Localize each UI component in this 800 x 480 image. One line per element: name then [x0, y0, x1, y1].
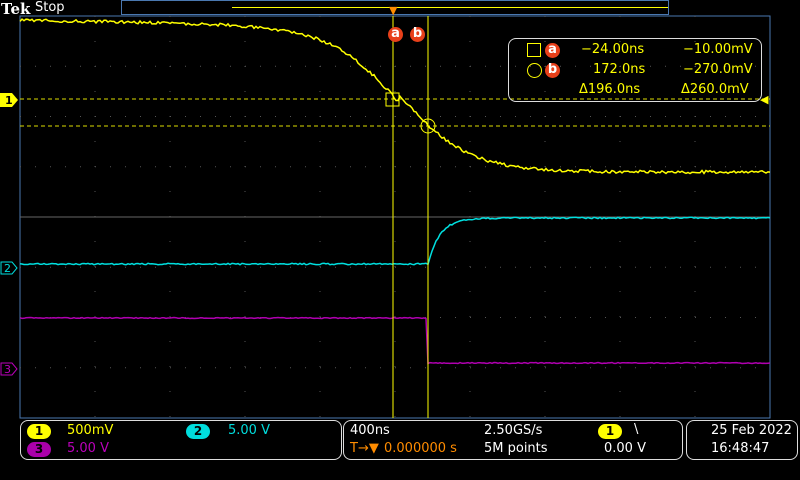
date: 25 Feb 2022 — [711, 423, 792, 438]
ch3-marker[interactable]: 3 — [0, 361, 20, 380]
cursor-a-badge: a — [545, 42, 560, 58]
cursor-readout: a −24.00ns −10.00mV b 172.0ns −270.0mV Δ… — [508, 38, 762, 102]
trigger-position[interactable]: 0.000000 s — [384, 441, 457, 456]
ch3-scale[interactable]: 5.00 V — [67, 441, 109, 456]
svg-text:1: 1 — [5, 94, 13, 107]
svg-text:3: 3 — [4, 363, 11, 376]
channel-settings-panel: 1 500mV 2 5.00 V 3 5.00 V — [20, 420, 342, 460]
svg-text:2: 2 — [4, 262, 11, 275]
ch2-marker[interactable]: 2 — [0, 260, 20, 279]
horizontal-trigger-panel[interactable]: 400ns T→▼ 0.000000 s 2.50GS/s 5M points … — [343, 420, 683, 460]
cursor-b-time: 172.0ns — [593, 62, 645, 77]
cursor-a-time: −24.00ns — [581, 42, 644, 57]
cursor-b-circle-icon — [527, 63, 542, 78]
record-length: 5M points — [484, 441, 548, 456]
cursor-b-label[interactable]: b — [410, 22, 425, 42]
ch2-scale[interactable]: 5.00 V — [228, 423, 270, 438]
ch1-marker[interactable]: 1 — [0, 92, 20, 111]
trigger-level[interactable]: 0.00 V — [604, 441, 646, 456]
cursor-b-value: −270.0mV — [683, 62, 753, 77]
datetime-panel: 25 Feb 2022 16:48:47 — [686, 420, 798, 460]
ch1-badge[interactable]: 1 — [27, 424, 51, 439]
cursor-b-badge: b — [545, 62, 560, 78]
time: 16:48:47 — [711, 441, 769, 456]
ch3-badge[interactable]: 3 — [27, 442, 51, 457]
trigger-source-badge[interactable]: 1 — [598, 424, 622, 439]
ch3-trace — [20, 318, 770, 364]
falling-edge-icon: \ — [634, 422, 638, 437]
delta-value: Δ260.0mV — [681, 82, 749, 97]
cursor-a-square-icon — [527, 43, 541, 57]
delta-time: Δ196.0ns — [579, 82, 640, 97]
sample-rate: 2.50GS/s — [484, 423, 542, 438]
time-scale[interactable]: 400ns — [350, 423, 390, 438]
cursor-a-value: −10.00mV — [683, 42, 753, 57]
cursor-a-label[interactable]: a — [388, 22, 403, 42]
ch1-scale[interactable]: 500mV — [67, 423, 113, 438]
trigger-position-icon[interactable]: ▼ — [389, 4, 397, 17]
ch2-badge[interactable]: 2 — [186, 424, 210, 439]
trigger-position-icon: T→▼ — [350, 441, 379, 456]
